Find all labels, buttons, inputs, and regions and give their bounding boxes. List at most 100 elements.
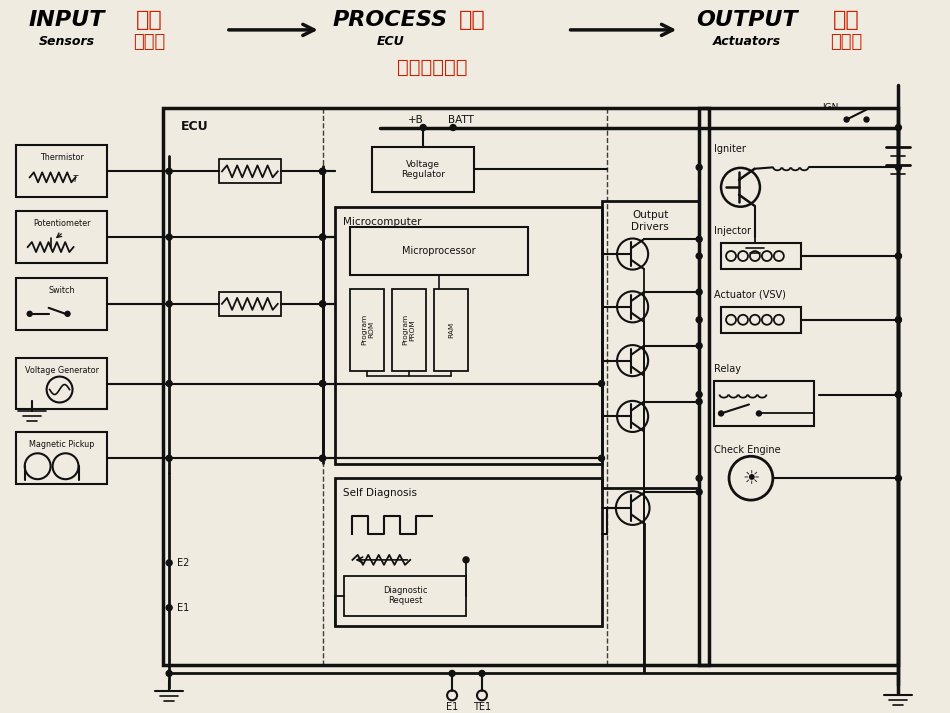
Circle shape [696,317,702,323]
Text: 执行器: 执行器 [830,33,863,51]
Text: 传感器: 传感器 [133,33,165,51]
Circle shape [896,391,902,397]
Text: E2: E2 [177,558,189,568]
Text: ECU: ECU [181,120,209,133]
Text: Program
PROM: Program PROM [403,314,416,345]
Circle shape [319,234,326,240]
Circle shape [166,605,172,611]
Bar [351,227,528,275]
Text: Sensors: Sensors [39,36,95,48]
Circle shape [319,456,326,461]
Text: BATT: BATT [448,115,474,125]
Circle shape [696,289,702,295]
Text: 处理: 处理 [459,10,485,30]
Circle shape [696,489,702,495]
Circle shape [166,456,172,461]
Text: Injector: Injector [714,226,751,236]
Circle shape [696,475,702,481]
Circle shape [166,234,172,240]
Text: T: T [73,175,78,184]
Circle shape [896,165,902,170]
Circle shape [896,317,902,323]
Circle shape [166,670,172,677]
Circle shape [319,168,326,175]
Bar [714,381,814,426]
Circle shape [479,670,484,677]
Bar [345,576,466,615]
Text: Program
ROM: Program ROM [361,314,374,345]
Bar [434,289,468,371]
Text: PROCESS: PROCESS [332,10,447,30]
Text: RAM: RAM [448,322,454,338]
Bar [16,432,107,484]
Circle shape [896,253,902,259]
Circle shape [864,117,869,122]
Circle shape [65,312,70,317]
Text: Voltage Generator: Voltage Generator [25,366,99,374]
Text: INPUT: INPUT [28,10,104,30]
Circle shape [166,301,172,307]
Text: Diagnostic
Request: Diagnostic Request [383,586,428,605]
Bar [334,207,601,464]
Circle shape [319,301,326,307]
Circle shape [696,343,702,349]
Text: Relay: Relay [714,364,741,374]
Text: Microprocessor: Microprocessor [402,246,476,256]
Bar [721,243,801,269]
Text: Output
Drivers: Output Drivers [632,210,669,232]
Text: ☀: ☀ [742,468,760,488]
Bar [163,108,709,665]
Circle shape [166,381,172,386]
Bar [218,292,281,316]
Text: IGN: IGN [823,103,839,112]
Circle shape [845,117,849,122]
Circle shape [696,165,702,170]
Circle shape [319,168,326,175]
Circle shape [319,456,326,461]
Circle shape [756,411,761,416]
Bar [392,289,427,371]
Text: Actuators: Actuators [712,36,781,48]
Bar [351,289,385,371]
Circle shape [319,381,326,386]
Text: Switch: Switch [48,286,75,295]
Text: Actuator (VSV): Actuator (VSV) [714,290,786,300]
Text: Potentiometer: Potentiometer [33,219,90,228]
Circle shape [598,381,604,386]
Text: 电子控制单元: 电子控制单元 [397,58,467,77]
Circle shape [319,234,326,240]
Circle shape [449,670,455,677]
Bar [16,145,107,198]
Text: ECU: ECU [376,36,404,48]
Text: Igniter: Igniter [714,145,746,155]
Circle shape [896,317,902,323]
Text: Voltage
Regulator: Voltage Regulator [401,160,446,179]
Circle shape [696,399,702,404]
Circle shape [598,456,604,461]
Circle shape [718,411,724,416]
Circle shape [896,391,902,397]
Text: E1: E1 [177,602,189,612]
Circle shape [166,168,172,175]
Circle shape [450,125,456,130]
Circle shape [696,391,702,397]
Text: Self Diagnosis: Self Diagnosis [343,488,416,498]
Text: Thermistor: Thermistor [40,153,84,163]
Circle shape [696,236,702,242]
Circle shape [420,125,427,130]
Circle shape [896,253,902,259]
Text: OUTPUT: OUTPUT [696,10,798,30]
Bar [16,211,107,263]
Bar [16,358,107,409]
Text: 输出: 输出 [833,10,860,30]
Circle shape [463,557,469,563]
Circle shape [28,312,32,317]
Bar [601,201,699,488]
Circle shape [319,381,326,386]
Bar [16,278,107,329]
Text: Microcomputer: Microcomputer [343,217,421,227]
Bar [721,307,801,333]
Text: 输入: 输入 [136,10,162,30]
Circle shape [166,560,172,566]
Bar [218,160,281,183]
